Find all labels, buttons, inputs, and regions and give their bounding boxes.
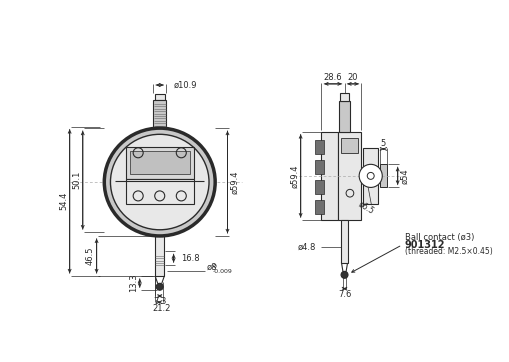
Text: ø59.4: ø59.4 xyxy=(290,164,298,188)
Bar xyxy=(362,148,378,203)
Text: 13.3: 13.3 xyxy=(129,274,138,292)
Bar xyxy=(314,160,323,174)
Bar xyxy=(126,179,193,203)
Bar xyxy=(338,101,350,132)
Text: -0.009: -0.009 xyxy=(212,269,232,274)
Text: ø59.4: ø59.4 xyxy=(230,170,239,194)
Bar xyxy=(341,220,347,262)
Ellipse shape xyxy=(110,134,209,230)
Text: 5: 5 xyxy=(380,139,385,148)
Text: 46.5: 46.5 xyxy=(86,247,95,265)
Bar xyxy=(126,147,193,179)
Bar xyxy=(314,180,323,194)
Text: 0: 0 xyxy=(212,264,216,269)
Bar xyxy=(129,151,189,174)
Text: (threaded: M2.5×0.45): (threaded: M2.5×0.45) xyxy=(404,247,491,256)
Text: ø6.5: ø6.5 xyxy=(357,200,376,216)
Bar xyxy=(153,100,166,128)
Bar xyxy=(341,138,358,153)
Text: 28.6: 28.6 xyxy=(323,73,342,82)
Text: 16.8: 16.8 xyxy=(181,254,200,263)
Bar xyxy=(337,132,361,220)
Text: ø8: ø8 xyxy=(206,263,217,272)
Bar xyxy=(314,140,323,154)
Text: 20: 20 xyxy=(347,73,357,82)
Bar xyxy=(340,93,349,101)
Text: ø10.9: ø10.9 xyxy=(173,80,196,89)
Text: ø4.8: ø4.8 xyxy=(297,243,316,252)
Bar xyxy=(379,164,386,188)
Text: 901312: 901312 xyxy=(404,240,444,250)
Circle shape xyxy=(156,283,163,290)
Circle shape xyxy=(341,272,347,278)
Text: 21.2: 21.2 xyxy=(152,304,170,313)
Text: 7.6: 7.6 xyxy=(337,290,351,299)
Text: ø54: ø54 xyxy=(399,168,408,184)
Circle shape xyxy=(358,164,382,188)
Ellipse shape xyxy=(104,128,215,236)
Text: Ball contact (ø3): Ball contact (ø3) xyxy=(404,233,473,243)
Text: 7.3: 7.3 xyxy=(153,297,166,306)
Bar xyxy=(321,132,337,220)
Bar xyxy=(314,200,323,214)
Bar xyxy=(155,236,164,276)
Text: 50.1: 50.1 xyxy=(72,171,81,189)
Bar xyxy=(154,94,164,100)
Text: 54.4: 54.4 xyxy=(59,192,68,210)
